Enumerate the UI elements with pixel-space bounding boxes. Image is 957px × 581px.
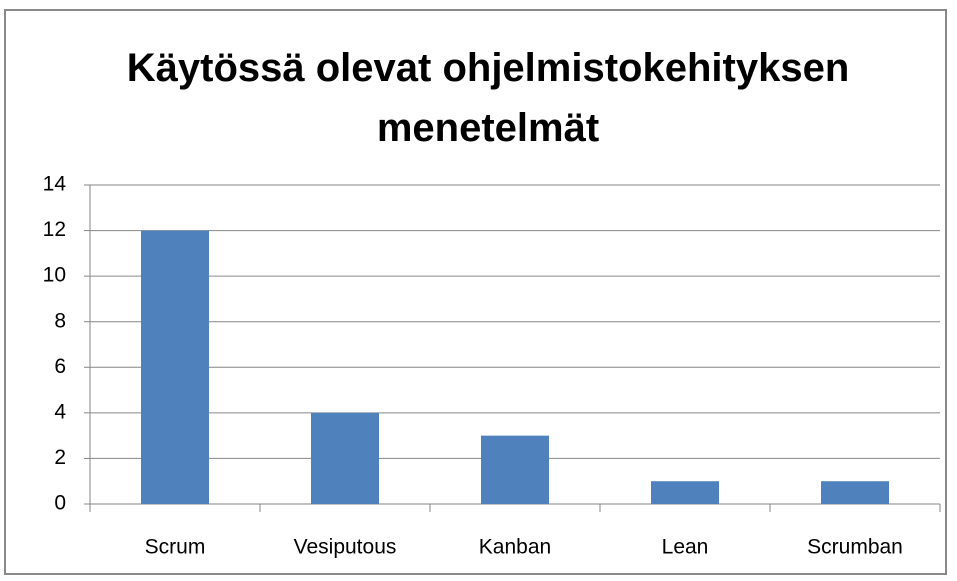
bar xyxy=(311,412,379,504)
bar xyxy=(651,481,719,504)
y-tick-label: 6 xyxy=(54,355,66,378)
chart-border xyxy=(4,9,947,575)
x-tick-label: Scrumban xyxy=(807,536,903,559)
x-tick-label: Lean xyxy=(662,536,709,559)
y-tick-label: 10 xyxy=(43,264,66,287)
y-tick-label: 12 xyxy=(43,218,66,241)
x-tick-label: Vesiputous xyxy=(294,536,397,559)
x-tick-label: Scrum xyxy=(145,536,206,559)
x-tick-label: Kanban xyxy=(479,536,551,559)
y-tick-label: 0 xyxy=(54,492,66,515)
bar xyxy=(821,481,889,504)
bar xyxy=(481,435,549,504)
chart-title: Käytössä olevat ohjelmistokehityksen men… xyxy=(126,46,850,150)
y-tick-label: 2 xyxy=(54,446,66,469)
y-tick-label: 8 xyxy=(54,309,66,332)
bar xyxy=(141,230,209,505)
y-tick-label: 14 xyxy=(43,173,67,196)
y-tick-label: 4 xyxy=(54,400,66,423)
